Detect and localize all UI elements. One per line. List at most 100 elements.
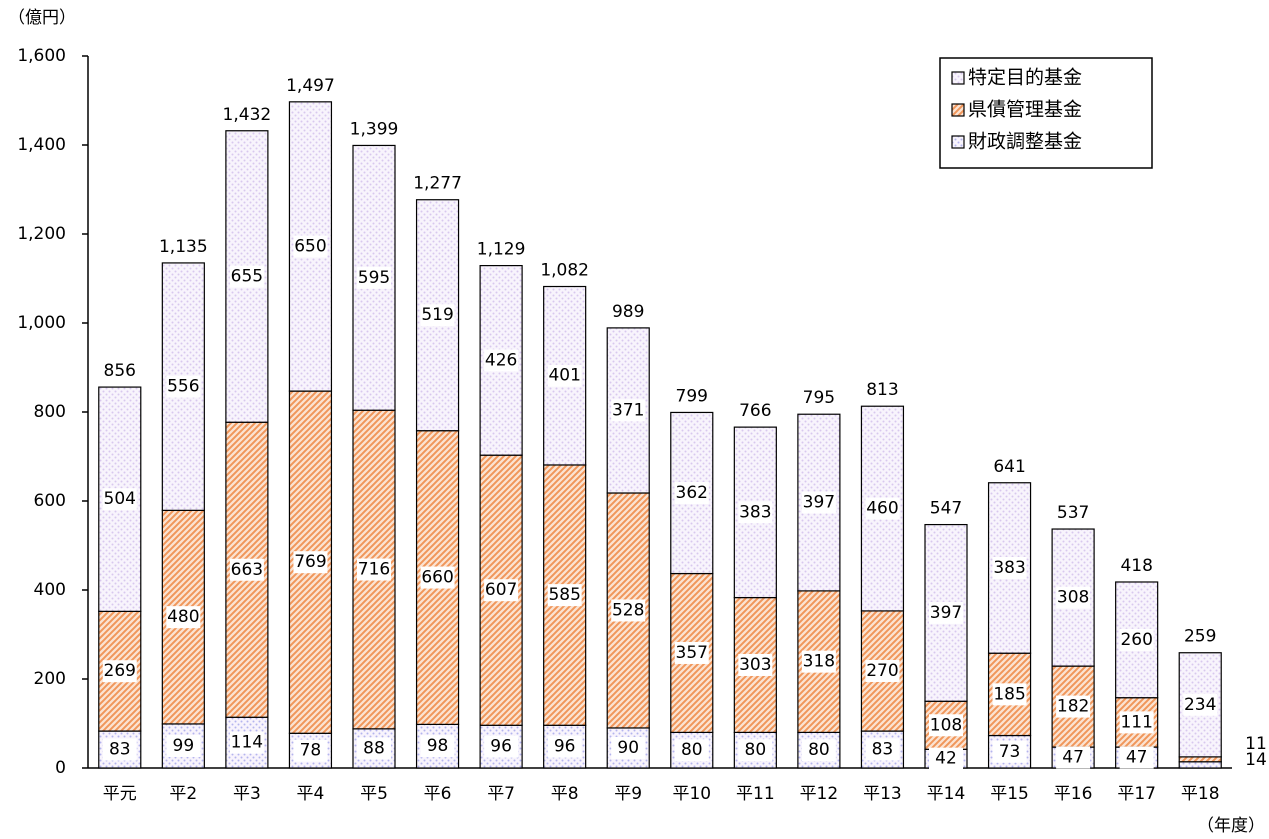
value-label-bg	[484, 735, 519, 758]
value-label: 182	[1057, 697, 1089, 717]
value-label: 98	[427, 736, 449, 756]
total-label: 795	[803, 388, 835, 408]
value-label: 47	[1126, 748, 1148, 768]
x-tick-label: 平11	[736, 784, 775, 804]
value-label: 318	[803, 652, 835, 672]
value-label: 371	[612, 400, 644, 420]
total-label: 537	[1057, 503, 1089, 523]
value-label: 401	[548, 366, 580, 386]
value-label-bg	[484, 579, 519, 602]
value-label: 308	[1057, 588, 1089, 608]
value-label: 383	[739, 502, 771, 522]
value-label: 397	[803, 493, 835, 513]
legend-label: 特定目的基金	[968, 67, 1082, 89]
x-tick-label: 平3	[233, 784, 261, 804]
value-label-bg	[674, 641, 709, 664]
x-unit: （年度）	[1197, 816, 1265, 836]
value-label: 504	[104, 489, 136, 509]
value-label-bg	[420, 304, 455, 327]
value-label: 660	[421, 568, 453, 588]
value-label: 185	[993, 684, 1025, 704]
x-tick-label: 平15	[990, 784, 1029, 804]
value-label-bg	[674, 481, 709, 504]
value-label: 426	[485, 350, 517, 370]
value-label-bg	[801, 650, 836, 673]
legend-label: 県債管理基金	[968, 99, 1082, 121]
value-label-bg	[229, 265, 264, 288]
value-label: 78	[300, 741, 322, 761]
x-tick-label: 平13	[863, 784, 902, 804]
y-tick-label: 400	[34, 580, 66, 600]
value-label-bg	[166, 375, 201, 398]
value-label: 528	[612, 600, 644, 620]
value-label-bg	[166, 606, 201, 629]
value-label: 607	[485, 580, 517, 600]
value-label-bg	[1119, 628, 1154, 651]
value-label: 80	[681, 740, 703, 760]
value-label-bg	[547, 584, 582, 607]
y-tick-label: 600	[34, 491, 66, 511]
value-label: 99	[173, 736, 195, 756]
y-tick-label: 200	[34, 669, 66, 689]
value-label-bg	[738, 653, 773, 676]
value-label: 362	[676, 483, 708, 503]
value-label: 47	[1062, 748, 1084, 768]
value-label-bg	[357, 266, 391, 289]
value-label-bg	[166, 734, 201, 757]
value-label: 88	[363, 738, 385, 758]
x-tick-label: 平10	[672, 784, 711, 804]
y-tick-label: 0	[55, 758, 66, 778]
total-label: 766	[739, 401, 771, 421]
total-label: 989	[612, 302, 644, 322]
value-label-bg	[929, 747, 963, 770]
bar-segment	[1178, 756, 1222, 763]
value-label-bg	[611, 736, 646, 759]
legend-label: 財政調整基金	[968, 131, 1082, 153]
y-tick-label: 800	[34, 402, 66, 422]
legend-swatch	[951, 103, 965, 117]
value-label: 270	[866, 661, 898, 681]
value-label: 80	[808, 740, 830, 760]
y-tick-label: 1,200	[17, 224, 66, 244]
value-label: 14	[1245, 750, 1267, 770]
x-tick-label: 平12	[800, 784, 839, 804]
x-tick-label: 平9	[614, 784, 642, 804]
value-label-bg	[738, 501, 773, 524]
value-label: 303	[739, 655, 771, 675]
value-label-bg	[547, 735, 582, 758]
y-unit: （億円）	[8, 8, 76, 28]
value-label: 260	[1120, 630, 1152, 650]
value-label: 585	[548, 585, 580, 605]
value-label-bg	[929, 714, 963, 737]
value-label: 96	[554, 737, 576, 757]
value-label: 111	[1120, 712, 1152, 732]
value-label-bg	[102, 660, 137, 683]
y-tick-label: 1,400	[17, 135, 66, 155]
value-label-bg	[801, 491, 836, 514]
total-label: 1,497	[286, 76, 335, 96]
value-label: 480	[167, 607, 199, 627]
value-label: 83	[872, 740, 894, 760]
value-label-bg	[674, 739, 709, 762]
total-label: 799	[676, 386, 708, 406]
value-label-bg	[102, 488, 137, 511]
value-label: 83	[109, 740, 131, 760]
value-label-bg	[865, 497, 900, 520]
y-tick-label: 1,000	[17, 313, 66, 333]
value-label: 595	[358, 268, 390, 288]
value-label-bg	[357, 737, 391, 760]
value-label-bg	[1056, 746, 1091, 769]
value-label-bg	[992, 556, 1027, 579]
value-label: 716	[358, 560, 390, 580]
value-label-bg	[1056, 586, 1091, 609]
value-label: 663	[231, 560, 263, 580]
bar-segment	[1178, 761, 1222, 769]
value-label-bg	[229, 731, 264, 754]
value-label-bg	[484, 349, 519, 372]
x-tick-label: 平17	[1117, 784, 1156, 804]
value-label-bg	[1183, 693, 1218, 716]
value-label: 519	[421, 305, 453, 325]
value-label: 556	[167, 377, 199, 397]
value-label-bg	[611, 599, 646, 622]
